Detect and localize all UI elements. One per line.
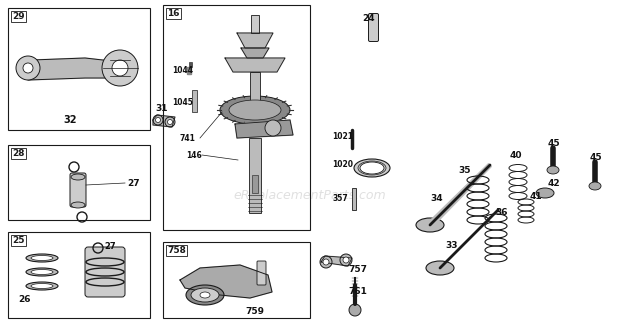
- Text: 759: 759: [246, 307, 265, 317]
- Text: 33: 33: [445, 241, 458, 249]
- Ellipse shape: [31, 269, 53, 275]
- Text: 1045: 1045: [172, 98, 193, 107]
- Text: 41: 41: [530, 192, 542, 201]
- Ellipse shape: [191, 288, 219, 302]
- Bar: [163, 242, 310, 318]
- FancyBboxPatch shape: [257, 261, 266, 285]
- Ellipse shape: [547, 166, 559, 174]
- Ellipse shape: [186, 285, 224, 305]
- Text: 28: 28: [12, 149, 25, 158]
- Text: 1021: 1021: [332, 131, 353, 141]
- Ellipse shape: [589, 182, 601, 190]
- Text: 1020: 1020: [332, 160, 353, 169]
- Text: 45: 45: [590, 152, 603, 162]
- Ellipse shape: [71, 174, 85, 180]
- Ellipse shape: [31, 255, 53, 261]
- Text: 25: 25: [12, 236, 25, 245]
- Ellipse shape: [31, 284, 53, 288]
- Ellipse shape: [354, 159, 390, 177]
- Circle shape: [343, 257, 349, 263]
- Text: 27: 27: [127, 179, 140, 187]
- Text: 35: 35: [458, 165, 471, 174]
- Bar: [251, 15, 259, 33]
- Polygon shape: [235, 120, 293, 138]
- Bar: [250, 72, 260, 107]
- Polygon shape: [237, 33, 273, 48]
- Text: 40: 40: [510, 151, 523, 160]
- Polygon shape: [180, 265, 272, 298]
- Bar: [252, 175, 258, 193]
- Text: 32: 32: [63, 115, 77, 125]
- Text: 758: 758: [167, 246, 186, 255]
- Text: 29: 29: [12, 12, 25, 21]
- Bar: [249, 138, 261, 213]
- Circle shape: [349, 304, 361, 316]
- Circle shape: [16, 56, 40, 80]
- Ellipse shape: [426, 261, 454, 275]
- Bar: [8, 232, 150, 318]
- Text: 27: 27: [104, 242, 115, 251]
- Polygon shape: [187, 67, 191, 74]
- Text: 1044: 1044: [172, 66, 193, 75]
- Ellipse shape: [200, 292, 210, 298]
- Text: eReplacementParts.com: eReplacementParts.com: [234, 189, 386, 202]
- Ellipse shape: [536, 188, 554, 198]
- Ellipse shape: [26, 254, 58, 262]
- Polygon shape: [153, 115, 175, 127]
- Ellipse shape: [220, 96, 290, 124]
- Circle shape: [165, 117, 175, 127]
- Text: 34: 34: [430, 193, 443, 203]
- Ellipse shape: [360, 162, 384, 174]
- Polygon shape: [241, 48, 269, 58]
- Polygon shape: [428, 163, 492, 227]
- Text: 16: 16: [167, 9, 180, 18]
- FancyBboxPatch shape: [70, 173, 86, 207]
- Text: 45: 45: [548, 139, 560, 148]
- Text: 42: 42: [548, 179, 560, 187]
- FancyBboxPatch shape: [85, 247, 125, 297]
- Circle shape: [167, 120, 172, 124]
- Circle shape: [265, 120, 281, 136]
- Bar: [189, 62, 192, 67]
- Text: 146: 146: [186, 151, 202, 160]
- Circle shape: [112, 60, 128, 76]
- Circle shape: [156, 118, 161, 122]
- Bar: [352, 188, 356, 210]
- Bar: [163, 5, 310, 230]
- Circle shape: [153, 115, 163, 125]
- Text: 24: 24: [362, 14, 374, 23]
- Polygon shape: [225, 58, 285, 72]
- Bar: [192, 90, 197, 112]
- Polygon shape: [22, 58, 128, 80]
- Circle shape: [320, 256, 332, 268]
- Text: 31: 31: [155, 103, 167, 112]
- Text: 26: 26: [18, 296, 30, 305]
- Circle shape: [102, 50, 138, 86]
- Bar: [8, 145, 150, 220]
- Circle shape: [23, 63, 33, 73]
- Bar: [8, 8, 150, 130]
- FancyBboxPatch shape: [368, 14, 378, 41]
- Ellipse shape: [26, 268, 58, 276]
- Text: 36: 36: [495, 207, 508, 216]
- Ellipse shape: [229, 100, 281, 120]
- Polygon shape: [321, 256, 352, 266]
- Text: 741: 741: [180, 133, 196, 142]
- Ellipse shape: [71, 202, 85, 208]
- Ellipse shape: [26, 282, 58, 290]
- Text: 757: 757: [348, 266, 367, 275]
- Ellipse shape: [416, 218, 444, 232]
- Text: 357: 357: [333, 193, 348, 203]
- Circle shape: [340, 254, 352, 266]
- Text: 761: 761: [348, 287, 367, 297]
- Circle shape: [323, 259, 329, 265]
